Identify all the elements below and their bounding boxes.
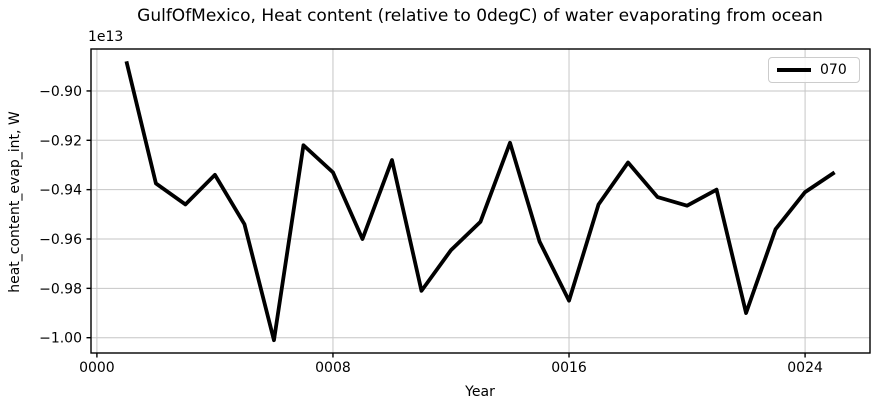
x-tick-label: 0024 [787,360,823,376]
y-tick-label: −0.98 [39,281,82,297]
y-axis-offset-text: 1e13 [88,29,124,45]
y-tick-label: −0.94 [39,183,82,199]
x-tick-label: 0016 [551,360,587,376]
legend-line-sample [777,68,811,72]
x-axis-label: Year [465,384,495,400]
legend-label: 070 [820,62,847,78]
y-tick-label: −0.90 [39,84,82,100]
y-axis-label: heat_content_evap_int, W [7,111,23,293]
axes-frame [90,48,871,354]
y-tick-label: −0.96 [39,232,82,248]
x-tick-label: 0000 [79,360,115,376]
chart-title: GulfOfMexico, Heat content (relative to … [137,6,823,26]
legend: 070 [768,57,860,83]
data-line [124,60,836,343]
x-tick-label: 0008 [315,360,351,376]
y-tick-label: −1.00 [39,331,82,347]
y-tick-label: −0.92 [39,133,82,149]
